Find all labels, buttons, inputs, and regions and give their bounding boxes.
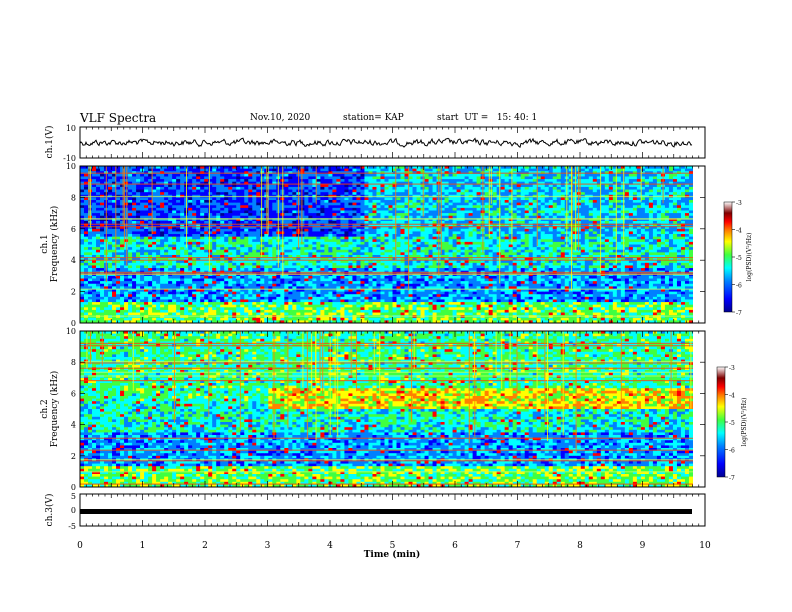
x-tick-label: 4	[327, 541, 333, 551]
spectrogram-ytick-label: 8	[71, 358, 76, 367]
ch3-waveform-line	[80, 509, 692, 514]
date-label: Nov.10, 2020	[250, 113, 311, 123]
chart-title: VLF Spectra	[80, 111, 157, 125]
colorbar-ch1-label: log(PSD)(V²/Hz)	[746, 233, 753, 282]
x-tick-label: 10	[699, 541, 711, 551]
spectrogram-ytick-label: 10	[66, 162, 76, 171]
colorbar-tick-label: -4	[729, 393, 735, 400]
x-tick-label: 8	[577, 541, 583, 551]
ch1-waveform-line	[79, 137, 693, 149]
ch2-spectrogram-ylabel: Frequency (kHz)	[49, 371, 60, 448]
colorbar-tick-label: -7	[736, 310, 742, 317]
x-axis-label: Time (min)	[364, 549, 421, 560]
x-tick-label: 1	[140, 541, 146, 551]
colorbar-tick-label: -4	[736, 228, 742, 235]
spectrogram-ytick-label: 0	[71, 319, 76, 328]
ch3-ylabel: ch.3(V)	[44, 494, 55, 527]
x-tick-label: 6	[452, 541, 458, 551]
spectrogram-ytick-label: 2	[71, 452, 76, 461]
x-tick-label: 7	[515, 541, 521, 551]
x-tick-label: 0	[77, 541, 83, 551]
colorbar-tick-label: -3	[736, 200, 742, 207]
ch2-spectrogram-channel-label: ch.2	[40, 399, 50, 418]
colorbar-tick-label: -3	[729, 365, 735, 372]
station-label: station= KAP	[343, 113, 404, 123]
ch1-spectrogram	[80, 166, 706, 324]
colorbar-tick-label: -6	[736, 283, 742, 290]
x-tick-label: 3	[265, 541, 271, 551]
ch3-ytick-bottom: -5	[68, 522, 76, 531]
colorbar-tick-label: -6	[729, 448, 735, 455]
spectrogram-ytick-label: 0	[71, 483, 76, 492]
spectrogram-ytick-label: 8	[71, 193, 76, 202]
ch1-ylabel: ch.1(V)	[44, 126, 55, 159]
spectrogram-ytick-label: 4	[71, 256, 76, 265]
colorbar-ch2	[716, 366, 726, 478]
colorbar-tick-label: -7	[729, 475, 735, 482]
ch1-ytick-bottom: -10	[63, 154, 76, 163]
colorbar-tick-label: -5	[736, 255, 742, 262]
colorbar-ch2-label: log(PSD)(V²/Hz)	[741, 398, 748, 447]
spectrogram-ytick-label: 6	[71, 389, 76, 398]
ch1-spectrogram-ylabel: Frequency (kHz)	[49, 206, 60, 283]
ch2-spectrogram	[80, 331, 706, 488]
ch3-ytick-mid: 0	[71, 506, 76, 515]
ch3-ytick-top: 5	[71, 492, 76, 501]
spectrogram-ytick-label: 2	[71, 288, 76, 297]
spectrogram-ytick-label: 4	[71, 421, 76, 430]
x-tick-label: 2	[202, 541, 208, 551]
spectrogram-ytick-label: 6	[71, 225, 76, 234]
start-time-label: start UT = 15: 40: 1	[437, 113, 538, 123]
colorbar-ch1	[723, 201, 733, 313]
ch1-spectrogram-channel-label: ch.1	[40, 234, 50, 253]
x-tick-label: 5	[390, 541, 396, 551]
spectrogram-ytick-label: 10	[66, 327, 76, 336]
ch1-ytick-top: 10	[66, 124, 76, 133]
x-tick-label: 9	[640, 541, 646, 551]
colorbar-tick-label: -5	[729, 420, 735, 427]
